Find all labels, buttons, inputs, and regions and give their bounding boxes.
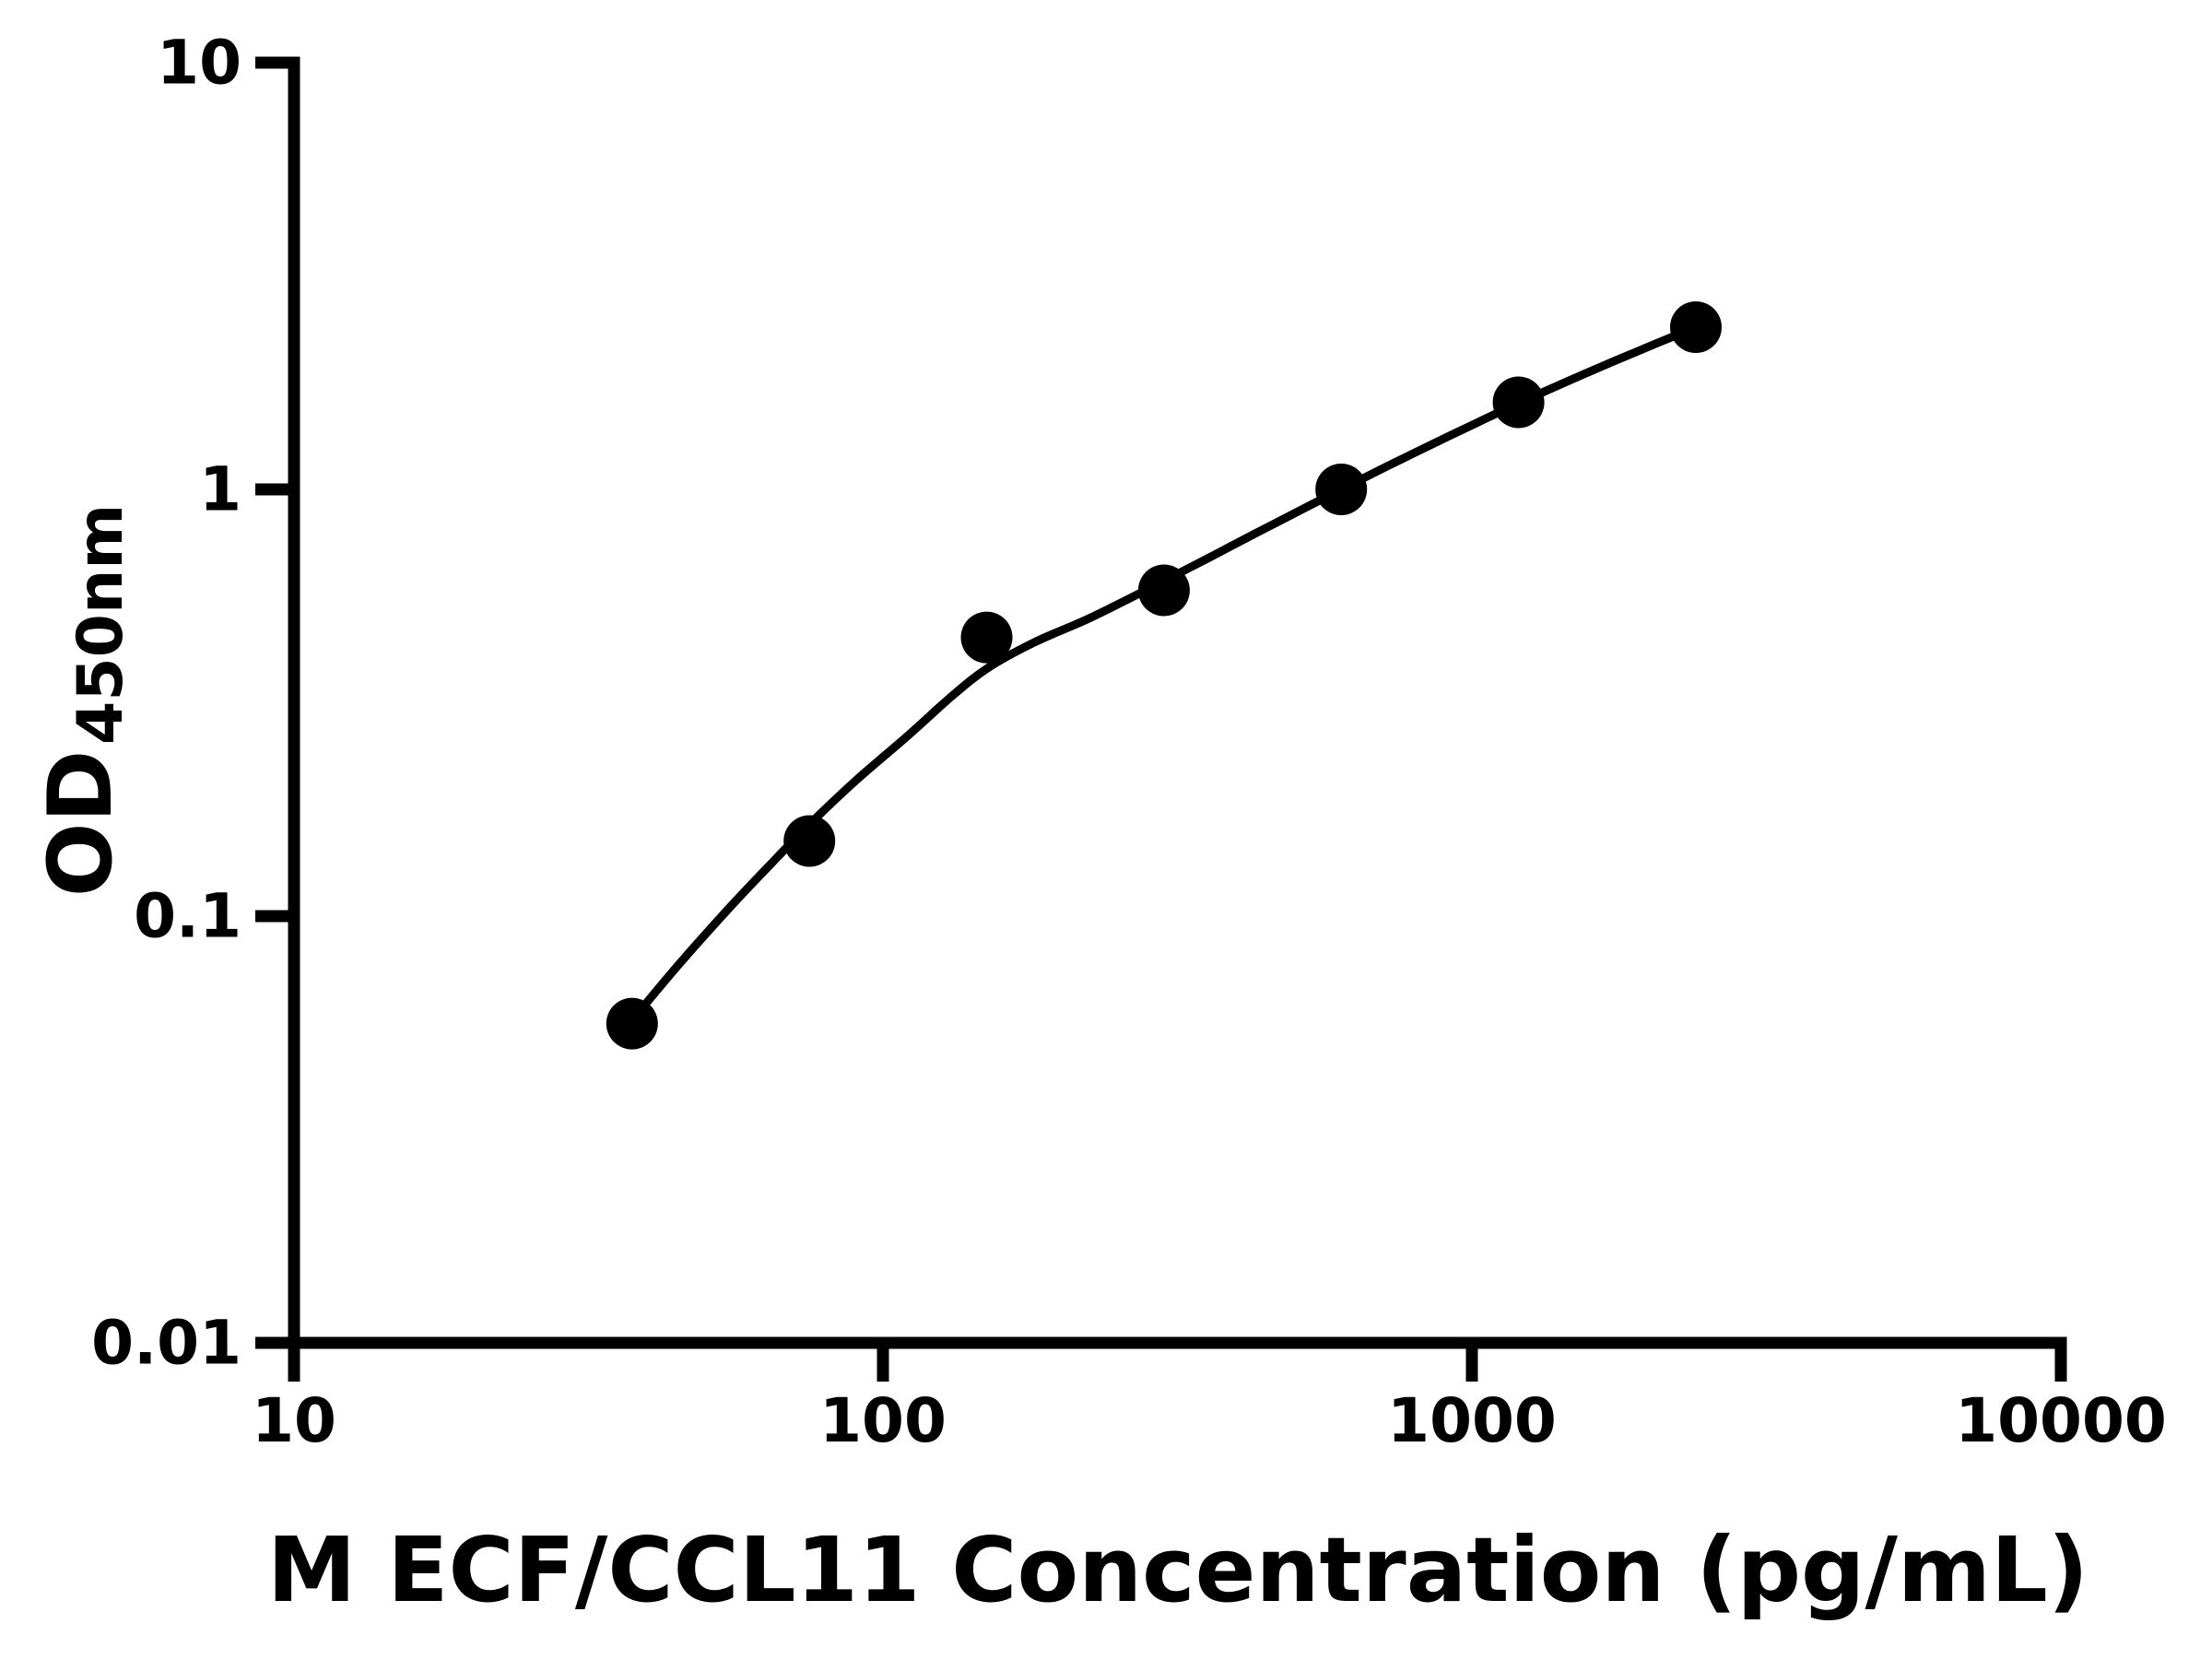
y-axis-title-main: OD	[30, 750, 132, 898]
fit-curve-line	[628, 323, 1700, 1025]
data-point	[1137, 564, 1190, 617]
data-point	[783, 815, 836, 867]
y-axis-title-sub: 450nm	[65, 504, 137, 745]
data-point	[1670, 301, 1722, 353]
x-tick-label: 10000	[1955, 1385, 2167, 1456]
x-axis-ticks	[288, 1343, 2067, 1382]
y-tick-label: 10	[157, 28, 241, 99]
x-axis-title: M ECF/CCL11 Concentration (pg/mL)	[267, 1518, 2088, 1622]
y-axis-tick-labels: 10 1 0.1 0.01	[91, 28, 241, 1379]
y-tick-label: 1	[199, 454, 241, 525]
x-tick-label: 1000	[1387, 1385, 1557, 1456]
data-point	[1492, 376, 1545, 429]
data-point	[606, 997, 658, 1050]
y-axis-ticks	[255, 56, 294, 1349]
x-axis-tick-labels: 10 100 1000 10000	[252, 1385, 2167, 1456]
y-axis-title: OD 450nm	[30, 504, 137, 897]
x-tick-label: 100	[819, 1385, 947, 1456]
x-tick-label: 10	[252, 1385, 336, 1456]
data-point	[960, 611, 1013, 664]
axes: 10 1 0.1 0.01 10 100 1000 10000	[91, 28, 2167, 1457]
data-point	[1315, 464, 1368, 515]
data-points	[606, 301, 1722, 1050]
y-tick-label: 0.01	[91, 1308, 241, 1379]
y-tick-label: 0.1	[134, 881, 241, 952]
